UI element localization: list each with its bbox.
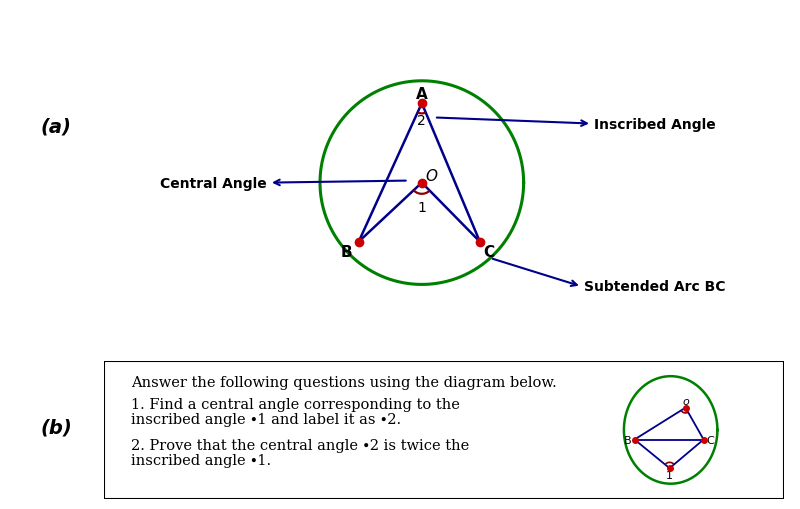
- Text: Inscribed Angle: Inscribed Angle: [594, 117, 716, 131]
- Text: B: B: [341, 245, 352, 260]
- Text: (b): (b): [40, 418, 72, 437]
- Text: C: C: [483, 245, 494, 260]
- Text: Central Angle: Central Angle: [160, 176, 267, 190]
- Text: 1: 1: [666, 470, 673, 480]
- Text: O: O: [425, 168, 437, 184]
- Text: C: C: [706, 435, 714, 445]
- Text: B: B: [624, 435, 631, 445]
- Text: 1. Find a central angle corresponding to the: 1. Find a central angle corresponding to…: [131, 397, 460, 411]
- FancyBboxPatch shape: [104, 361, 784, 499]
- Text: (a): (a): [40, 118, 71, 136]
- Text: 2: 2: [417, 115, 426, 128]
- Text: Answer the following questions using the diagram below.: Answer the following questions using the…: [131, 375, 557, 389]
- Text: 1: 1: [417, 201, 426, 215]
- Text: Subtended Arc BC: Subtended Arc BC: [584, 280, 726, 294]
- Text: inscribed angle ∙1.: inscribed angle ∙1.: [131, 454, 271, 467]
- Text: 2. Prove that the central angle ∙2 is twice the: 2. Prove that the central angle ∙2 is tw…: [131, 438, 470, 453]
- Text: A: A: [416, 87, 428, 101]
- Text: o: o: [682, 397, 689, 407]
- Text: inscribed angle ∙1 and label it as ∙2.: inscribed angle ∙1 and label it as ∙2.: [131, 412, 402, 426]
